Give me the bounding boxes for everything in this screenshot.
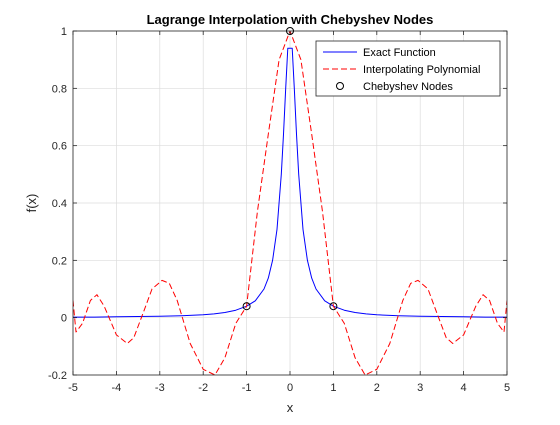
interpolating-polynomial-line [73, 31, 507, 375]
x-tick-label: -5 [68, 382, 78, 394]
x-tick-label: 0 [287, 382, 293, 394]
legend-label: Interpolating Polynomial [363, 64, 480, 76]
chart-title: Lagrange Interpolation with Chebyshev No… [147, 12, 434, 27]
legend-label: Exact Function [363, 47, 436, 59]
y-axis-label: f(x) [24, 194, 39, 213]
x-tick-label: 2 [374, 382, 380, 394]
tick-marks [72, 30, 508, 376]
x-tick-label: 3 [417, 382, 423, 394]
y-tick-label: -0.2 [48, 370, 67, 382]
chebyshev-node-point [286, 27, 294, 35]
y-tick-label: 0.8 [52, 83, 67, 95]
x-tick-label: -3 [155, 382, 165, 394]
y-tick-label: 0.6 [52, 141, 67, 153]
legend-marker-chebyshev-nodes [336, 82, 344, 90]
x-tick-label: -1 [242, 382, 252, 394]
y-tick-label: 0 [61, 313, 67, 325]
x-tick-label: 5 [504, 382, 510, 394]
x-tick-label: -4 [112, 382, 122, 394]
x-tick-label: 1 [330, 382, 336, 394]
y-tick-label: 0.2 [52, 255, 67, 267]
legend: Exact Function Interpolating Polynomial Ch… [315, 40, 501, 97]
x-tick-label: -2 [198, 382, 208, 394]
chebyshev-node-point [329, 302, 338, 311]
data-layer [73, 31, 507, 375]
y-tick-label: 1 [61, 26, 67, 38]
y-tick-label: 0.4 [52, 198, 67, 210]
chebyshev-node-point [242, 302, 251, 311]
exact-function-line [73, 47, 507, 318]
legend-label: Chebyshev Nodes [363, 81, 453, 93]
x-axis-label: x [287, 400, 294, 415]
x-tick-label: 4 [461, 382, 467, 394]
